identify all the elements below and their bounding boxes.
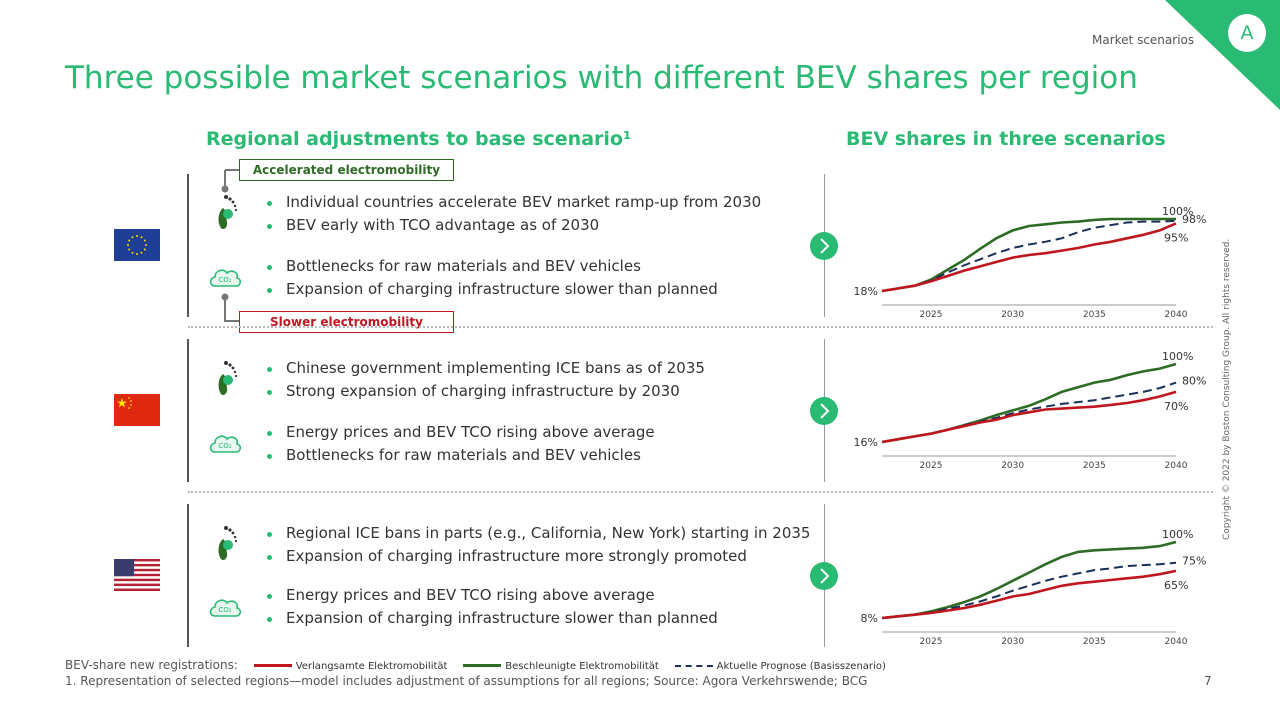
x-tick-label: 2040 (1165, 461, 1188, 471)
chevron-right-icon (810, 232, 838, 260)
start-value-label: 16% (854, 436, 878, 449)
start-value-label: 18% (854, 285, 878, 298)
legend-prefix: BEV-share new registrations: (65, 658, 238, 672)
left-heading: Regional adjustments to base scenario¹ (206, 128, 632, 150)
series-line (881, 222, 1177, 293)
legend-label: Verlangsamte Elektromobilität (295, 661, 448, 672)
x-tick-label: 2035 (1083, 637, 1106, 647)
row-divider-left (187, 339, 189, 482)
list-item: Expansion of charging infrastructure slo… (264, 607, 718, 630)
start-value-label: 8% (861, 612, 878, 625)
end-value-label: 100% (1162, 205, 1193, 218)
right-heading: BEV shares in three scenarios (846, 128, 1166, 150)
legend-swatch-fast (463, 664, 502, 667)
china-drivers-accelerated: Chinese government implementing ICE bans… (264, 357, 705, 403)
series-line (881, 390, 1177, 444)
x-tick-label: 2030 (1001, 637, 1024, 647)
chevron-right-icon (810, 562, 838, 590)
slower-box: Slower electromobility (239, 311, 454, 333)
page-title: Three possible market scenarios with dif… (65, 60, 1138, 96)
footnote: 1. Representation of selected regions—mo… (65, 674, 868, 688)
usa-drivers-slower: Energy prices and BEV TCO rising above a… (264, 584, 718, 630)
row-divider-left (187, 174, 189, 317)
accelerated-box: Accelerated electromobility (239, 159, 454, 181)
co2-cloud-icon: CO₂ (209, 599, 242, 617)
box-connector (221, 169, 239, 322)
row-separator (188, 326, 1213, 328)
list-item: Energy prices and BEV TCO rising above a… (264, 584, 718, 607)
legend-label: Beschleunigte Elektromobilität (505, 661, 659, 672)
china-flag-icon (114, 394, 160, 426)
list-item: Expansion of charging infrastructure slo… (264, 278, 718, 301)
x-tick-label: 2035 (1083, 310, 1106, 320)
usa-drivers-accelerated: Regional ICE bans in parts (e.g., Califo… (264, 522, 810, 568)
co2-label: CO₂ (218, 606, 231, 614)
footprint-icon (218, 195, 238, 230)
legend: BEV-share new registrations: Verlangsamt… (65, 658, 886, 672)
usa-bev-share-chart: 2025 2030 2035 2040 8% 100% 75% 65% (861, 528, 1207, 647)
x-tick-label: 2040 (1165, 637, 1188, 647)
series-line (881, 561, 1177, 619)
eu-drivers-slower: Bottlenecks for raw materials and BEV ve… (264, 255, 718, 301)
x-tick-label: 2025 (920, 310, 943, 320)
end-value-label: 95% (1164, 231, 1188, 244)
legend-swatch-slow (253, 664, 292, 667)
eu-bev-share-chart: 2025 2030 2035 2040 18% 100%98% 95% (854, 205, 1207, 320)
end-value-label: 100% (1162, 528, 1193, 541)
list-item: Energy prices and BEV TCO rising above a… (264, 421, 655, 444)
section-label: Market scenarios (1092, 33, 1195, 47)
chevron-right-icon (810, 397, 838, 425)
footprint-icon (218, 361, 238, 396)
copyright: Copyright © 2022 by Boston Consulting Gr… (1222, 238, 1232, 540)
x-tick-label: 2035 (1083, 461, 1106, 471)
co2-cloud-icon: CO₂ (209, 435, 242, 453)
list-item: Individual countries accelerate BEV mark… (264, 191, 761, 214)
china-bev-share-chart: 2025 2030 2035 2040 16% 100% 80% 70% (854, 350, 1207, 471)
x-tick-label: 2025 (920, 637, 943, 647)
footprint-icon (218, 526, 238, 561)
x-tick-label: 2025 (920, 461, 943, 471)
list-item: Bottlenecks for raw materials and BEV ve… (264, 444, 655, 467)
usa-flag-icon (114, 559, 160, 591)
list-item: Expansion of charging infrastructure mor… (264, 545, 810, 568)
x-tick-label: 2030 (1001, 310, 1024, 320)
legend-swatch-base (674, 664, 713, 667)
list-item: Regional ICE bans in parts (e.g., Califo… (264, 522, 810, 545)
x-tick-label: 2030 (1001, 461, 1024, 471)
row-divider-left (187, 504, 189, 647)
end-value-label: 80% (1182, 375, 1206, 388)
end-value-label: 75% (1182, 555, 1206, 568)
end-value-label: 65% (1164, 579, 1188, 592)
series-line (881, 540, 1177, 620)
x-tick-label: 2040 (1165, 310, 1188, 320)
co2-label: CO₂ (218, 276, 231, 284)
list-item: Strong expansion of charging infrastruct… (264, 380, 705, 403)
page-number: 7 (1204, 674, 1212, 688)
end-value-label: 98% (1182, 213, 1206, 226)
legend-label: Aktuelle Prognose (Basisszenario) (716, 661, 886, 672)
co2-cloud-icon: CO₂ (209, 269, 242, 287)
list-item: BEV early with TCO advantage as of 2030 (264, 214, 761, 237)
section-badge: A (1228, 14, 1266, 52)
list-item: Bottlenecks for raw materials and BEV ve… (264, 255, 718, 278)
row-separator (188, 491, 1213, 493)
eu-flag-icon (114, 229, 160, 261)
series-line (881, 569, 1177, 620)
corner-accent (1165, 0, 1280, 110)
china-drivers-slower: Energy prices and BEV TCO rising above a… (264, 421, 655, 467)
list-item: Chinese government implementing ICE bans… (264, 357, 705, 380)
eu-drivers-accelerated: Individual countries accelerate BEV mark… (264, 191, 761, 237)
end-value-label: 70% (1164, 400, 1188, 413)
end-value-label: 100% (1162, 350, 1193, 363)
co2-label: CO₂ (218, 442, 231, 450)
